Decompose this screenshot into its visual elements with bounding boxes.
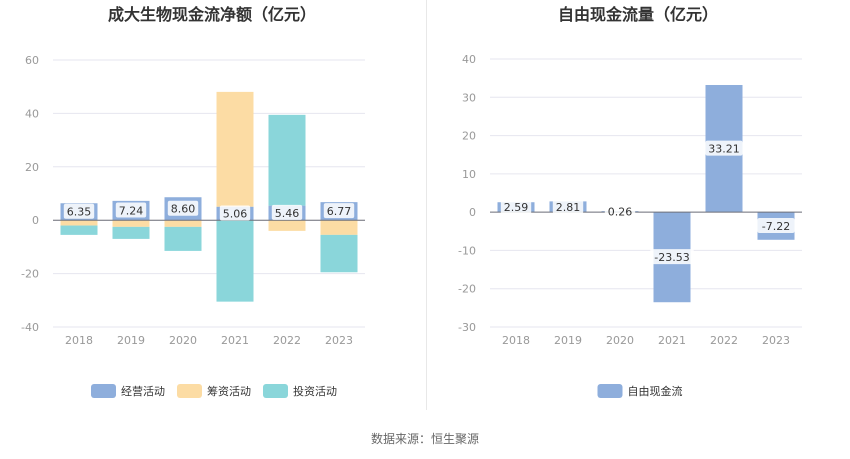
x-tick-label: 2018 [502, 334, 530, 347]
x-tick-label: 2021 [221, 334, 249, 347]
bar-2023-s1 [320, 220, 358, 235]
y-tick-label: -40 [21, 321, 39, 334]
bar-2023-s2 [320, 234, 358, 273]
bar-2021-s2 [216, 220, 254, 302]
data-label-bg [323, 203, 355, 219]
x-tick-label: 2022 [273, 334, 301, 347]
legend-swatch-0 [597, 384, 623, 398]
bar-2021-s1 [216, 91, 254, 207]
x-tick-label: 2022 [710, 334, 738, 347]
data-label-bg [271, 204, 303, 220]
bar-2018-s2 [60, 225, 98, 235]
data-label-bg [63, 203, 95, 219]
legend-swatch-0 [91, 384, 116, 398]
legend-label-2: 投资活动 [293, 384, 337, 398]
data-label: -23.53 [654, 251, 689, 264]
data-label: 33.21 [708, 143, 740, 156]
x-tick-label: 2023 [325, 334, 353, 347]
data-label-bg [500, 199, 532, 215]
y-tick-label: 40 [462, 53, 476, 66]
data-label-bg [757, 217, 795, 233]
y-tick-label: 20 [25, 161, 39, 174]
chart-title: 自由现金流量（亿元） [558, 5, 718, 24]
data-label-bg [552, 198, 584, 214]
y-tick-label: 0 [32, 214, 39, 227]
cashflow-net-chart: 成大生物现金流净额（亿元） -40 -20 0 20 40 60 2018 2019 2020 20… [0, 0, 425, 410]
bar-2019-s1 [112, 220, 150, 227]
y-tick-label: -20 [458, 283, 476, 296]
bar-2019-s2 [112, 226, 150, 239]
cashflow-net-chart-svg: 成大生物现金流净额（亿元） -40 -20 0 20 40 60 2018 2019 2020 20… [21, 5, 365, 398]
y-tick-label: 30 [462, 91, 476, 104]
y-tick-label: -20 [21, 268, 39, 281]
data-label-bg [115, 202, 147, 218]
x-tick-label: 2019 [554, 334, 582, 347]
y-tick-label: -30 [458, 321, 476, 334]
legend-label-0: 经营活动 [121, 384, 165, 398]
y-tick-label: 10 [462, 168, 476, 181]
bar-2022-s2 [268, 114, 306, 206]
legend-swatch-1 [177, 384, 202, 398]
data-label: 2.59 [504, 201, 529, 214]
x-tick-label: 2020 [606, 334, 634, 347]
chart-title: 成大生物现金流净额（亿元） [108, 5, 316, 24]
x-tick-label: 2018 [65, 334, 93, 347]
data-label: 0.26 [608, 206, 633, 219]
data-label: 2.81 [556, 201, 581, 214]
bar-2020-s2 [164, 226, 202, 251]
x-tick-label: 2019 [117, 334, 145, 347]
data-source-note: 数据来源：恒生聚源 [370, 432, 479, 446]
y-tick-label: 60 [25, 54, 39, 67]
data-label: 8.60 [171, 203, 196, 216]
free-cashflow-chart-svg: 自由现金流量（亿元） -30 -20 -10 0 10 20 30 40 2018 2019 2020… [458, 5, 802, 398]
data-label: -7.22 [762, 220, 790, 233]
y-tick-label: 20 [462, 130, 476, 143]
data-label: 6.77 [327, 205, 352, 218]
data-label-bg [604, 203, 636, 219]
y-tick-label: 0 [469, 206, 476, 219]
bar-2018-s1 [60, 220, 98, 226]
data-label: 5.06 [223, 207, 248, 220]
data-label: 7.24 [119, 205, 144, 218]
data-label-bg [219, 205, 251, 221]
legend-label-0: 自由现金流 [628, 384, 683, 398]
bar-2022-s1 [268, 220, 306, 231]
data-label-bg [705, 140, 743, 156]
y-tick-label: -10 [458, 244, 476, 257]
x-tick-label: 2023 [762, 334, 790, 347]
y-tick-label: 40 [25, 107, 39, 120]
legend-label-1: 筹资活动 [207, 384, 251, 398]
data-label-bg [650, 249, 694, 265]
bar-2020-s1 [164, 220, 202, 227]
legend-swatch-2 [263, 384, 288, 398]
x-tick-label: 2021 [658, 334, 686, 347]
data-label: 6.35 [67, 206, 92, 219]
free-cashflow-chart: 自由现金流量（亿元） -30 -20 -10 0 10 20 30 40 2018 2019 2020… [426, 0, 850, 410]
data-label-bg [167, 200, 199, 216]
x-tick-label: 2020 [169, 334, 197, 347]
data-label: 5.46 [275, 207, 300, 220]
chart-divider [426, 0, 427, 410]
